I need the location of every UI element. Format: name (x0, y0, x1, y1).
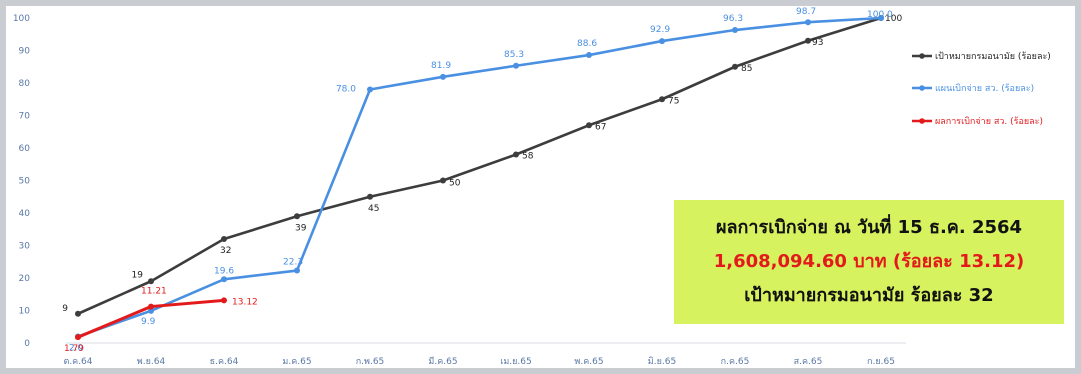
data-label: 2.0 (69, 344, 84, 354)
data-point (148, 278, 154, 285)
data-label: 85.3 (504, 50, 524, 60)
legend-label: แผนเบิกจ่าย สว. (ร้อยละ) (935, 83, 1034, 94)
y-tick-label: 20 (19, 274, 31, 284)
x-tick-label: พ.ค.65 (574, 357, 603, 367)
data-label: 100.0 (867, 10, 893, 20)
legend-label: ผลการเบิกจ่าย สว. (ร้อยละ) (935, 116, 1043, 127)
y-tick-label: 10 (19, 307, 31, 317)
y-tick-label: 40 (19, 209, 31, 219)
x-tick-label: เม.ย.65 (500, 357, 531, 367)
data-point (440, 73, 446, 80)
x-tick-label: มี.ค.65 (428, 356, 457, 367)
line-chart: 0 10 20 30 40 50 60 70 80 90 100 ต.ค.64 พ.ย.64 ธ.ค.64… (13, 7, 1051, 367)
y-tick-label: 100 (13, 14, 30, 24)
data-point (878, 15, 884, 21)
chart-frame: 0 10 20 30 40 50 60 70 80 90 100 ต.ค.64 พ.ย.64 ธ.ค.64… (6, 6, 1075, 368)
data-label: 19 (132, 270, 144, 280)
summary-target-line: เป้าหมายกรมอนามัย ร้อยละ 32 (744, 285, 994, 306)
summary-box: ผลการเบิกจ่าย ณ วันที่ 15 ธ.ค. 2564 1,60… (674, 200, 1064, 324)
data-label: 50 (449, 179, 461, 189)
data-point (148, 307, 154, 314)
series-line (76, 16, 883, 338)
legend-swatch-marker (919, 118, 925, 124)
x-tick-label: ก.พ.65 (356, 357, 385, 367)
data-label: 93 (812, 38, 823, 48)
y-tick-label: 80 (19, 79, 31, 89)
y-tick-label: 60 (19, 144, 31, 154)
x-tick-label: ก.ค.65 (721, 357, 750, 367)
data-label: 100 (885, 14, 902, 24)
x-tick-label: มิ.ย.65 (648, 356, 676, 367)
data-point (586, 122, 592, 129)
x-tick-label: ต.ค.64 (63, 357, 92, 367)
data-point (659, 96, 665, 103)
legend-label: เป้าหมายกรมอนามัย (ร้อยละ) (935, 51, 1051, 62)
data-label: 81.9 (431, 61, 451, 71)
data-point (221, 236, 227, 242)
data-point (513, 62, 519, 69)
legend-swatch-marker (919, 85, 925, 91)
data-point (294, 267, 300, 274)
data-point (148, 303, 154, 310)
x-tick-label: ส.ค.65 (794, 357, 823, 367)
y-tick-label: 0 (24, 339, 30, 349)
series-line (76, 16, 883, 316)
data-label: 32 (220, 246, 231, 256)
data-point (586, 52, 592, 59)
summary-amount-line: 1,608,094.60 บาท (ร้อยละ 13.12) (713, 251, 1025, 272)
y-tick-label: 70 (19, 112, 31, 122)
data-point (805, 19, 811, 26)
data-label: 88.6 (577, 39, 597, 49)
x-tick-label: ก.ย.65 (867, 357, 895, 367)
x-tick-label: ธ.ค.64 (210, 357, 239, 367)
data-point (805, 37, 811, 44)
data-point (221, 297, 227, 304)
data-point (440, 177, 446, 184)
data-label: 85 (741, 64, 752, 74)
data-point (75, 334, 81, 341)
data-label: 58 (522, 152, 534, 162)
data-label: 78.0 (336, 85, 356, 95)
x-tick-label: ม.ค.65 (282, 357, 311, 367)
y-tick-label: 30 (19, 242, 31, 252)
data-label: 92.9 (650, 25, 670, 35)
data-point (513, 151, 519, 158)
data-point (732, 27, 738, 34)
data-label: 39 (295, 223, 307, 233)
data-point (294, 213, 300, 220)
summary-date-line: ผลการเบิกจ่าย ณ วันที่ 15 ธ.ค. 2564 (715, 217, 1023, 238)
data-label: 11.21 (141, 287, 167, 297)
data-point (367, 193, 373, 200)
legend-swatch-marker (919, 53, 925, 59)
data-label: 1.79 (64, 344, 84, 354)
data-point (221, 276, 227, 283)
data-label: 96.3 (723, 14, 743, 24)
data-label: 9.9 (141, 317, 156, 327)
y-tick-label: 90 (19, 47, 31, 57)
data-point (75, 310, 81, 317)
data-label: 13.12 (232, 297, 258, 307)
data-label: 22.3 (283, 258, 303, 268)
data-point (732, 63, 738, 70)
data-label: 75 (668, 96, 679, 106)
data-point (659, 38, 665, 45)
data-label: 98.7 (796, 7, 816, 17)
data-label: 67 (595, 122, 606, 132)
data-label: 19.6 (214, 266, 234, 276)
data-point (367, 86, 373, 93)
x-tick-label: พ.ย.64 (137, 357, 166, 367)
data-label: 45 (368, 204, 379, 214)
data-label: 9 (62, 304, 68, 314)
y-tick-label: 50 (19, 177, 31, 187)
